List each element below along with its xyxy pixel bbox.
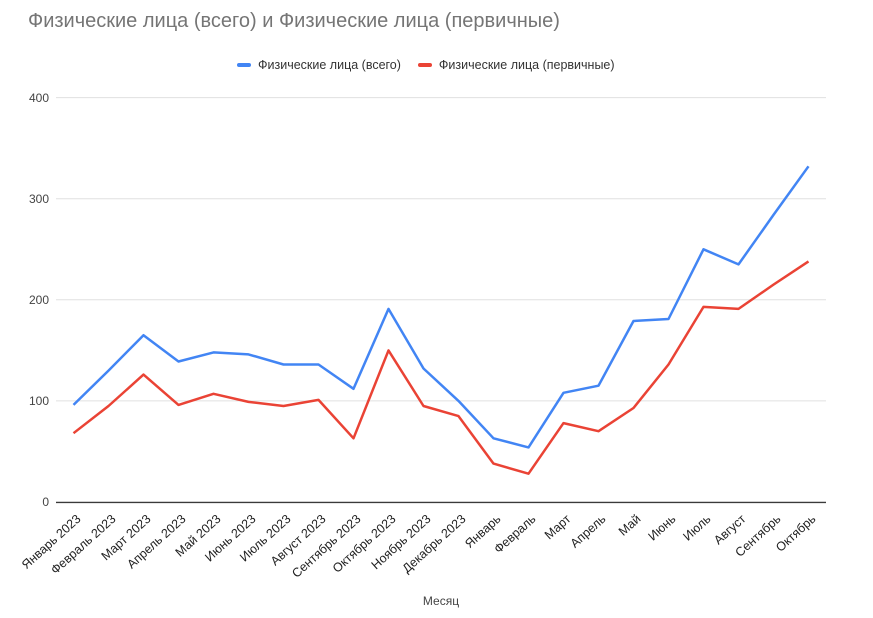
svg-text:Март: Март: [542, 512, 574, 543]
svg-text:400: 400: [29, 91, 49, 105]
svg-text:Июнь: Июнь: [646, 512, 679, 544]
svg-text:Июль: Июль: [680, 512, 713, 544]
svg-text:Месяц: Месяц: [423, 594, 459, 608]
svg-text:Апрель: Апрель: [568, 512, 609, 551]
svg-text:0: 0: [42, 495, 49, 509]
svg-text:100: 100: [29, 394, 49, 408]
svg-text:Май: Май: [616, 512, 644, 539]
svg-text:300: 300: [29, 192, 49, 206]
svg-text:Декабрь 2023: Декабрь 2023: [400, 512, 469, 576]
svg-text:200: 200: [29, 293, 49, 307]
svg-text:Октябрь: Октябрь: [773, 512, 818, 555]
